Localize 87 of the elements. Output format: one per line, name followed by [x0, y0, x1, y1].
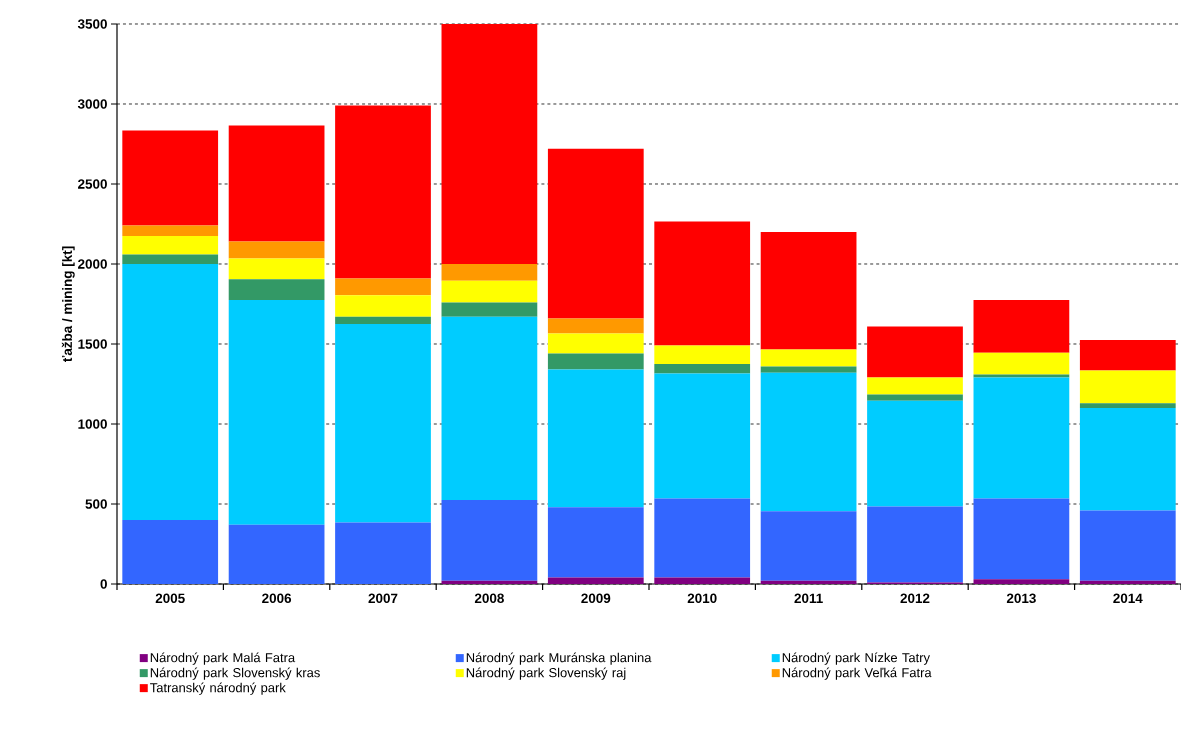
legend-label: Tatranský národný park: [150, 682, 286, 695]
bar: [547, 148, 644, 319]
bar: [228, 125, 325, 242]
bar: [335, 105, 431, 279]
x-tick-label: 2014: [1113, 593, 1143, 604]
bar: [547, 577, 644, 584]
bar: [228, 241, 325, 259]
legend-label: Národný park Malá Fatra: [150, 652, 296, 665]
bar: [973, 579, 1070, 584]
bar: [441, 580, 538, 584]
bar: [441, 264, 538, 281]
bar: [760, 366, 857, 373]
y-tick-label: 3000: [77, 99, 107, 109]
bar: [335, 278, 431, 296]
bar: [547, 507, 644, 578]
bar: [973, 374, 1070, 378]
x-tick-label: 2009: [581, 593, 611, 604]
bar: [1079, 370, 1176, 404]
bar: [654, 345, 751, 364]
bar: [122, 264, 219, 520]
bar: [760, 580, 857, 584]
x-tick-label: 2013: [1006, 593, 1036, 604]
bar: [654, 373, 751, 499]
bar: [441, 500, 538, 581]
bar: [122, 254, 219, 264]
bar: [441, 24, 538, 264]
x-tick-label: 2008: [474, 593, 504, 604]
legend-label: Národný park Muránska planina: [466, 652, 652, 665]
bar: [1079, 580, 1176, 584]
bar: [335, 295, 431, 317]
bar: [867, 394, 963, 401]
x-tick-label: 2012: [900, 593, 930, 604]
bar: [867, 506, 963, 583]
bar: [335, 324, 431, 523]
x-tick-label: 2005: [155, 593, 185, 604]
bar: [654, 221, 751, 346]
bar: [547, 333, 644, 354]
bar: [122, 130, 219, 226]
x-tick-label: 2006: [262, 593, 292, 604]
bar: [228, 524, 325, 584]
y-tick-label: 500: [85, 499, 107, 509]
bar: [973, 300, 1070, 353]
bar: [867, 377, 963, 395]
legend-label: Národný park Veľká Fatra: [782, 667, 932, 680]
bar: [973, 377, 1070, 499]
bar: [973, 498, 1070, 580]
bar: [441, 280, 538, 303]
bar: [335, 522, 431, 584]
bar: [122, 236, 219, 255]
bar: [441, 316, 538, 500]
bar: [654, 498, 751, 578]
legend-label: Národný park Slovenský kras: [150, 667, 320, 680]
bar: [1079, 408, 1176, 511]
bar: [654, 577, 751, 584]
bar: [228, 258, 325, 280]
bar: [1079, 403, 1176, 408]
bar: [973, 352, 1070, 375]
bar: [122, 520, 219, 584]
legend-label: Národný park Nízke Tatry: [782, 652, 930, 665]
bar: [547, 318, 644, 334]
legend-label: Národný park Slovenský raj: [466, 667, 626, 680]
bar: [867, 326, 963, 378]
bar: [228, 279, 325, 300]
bar: [760, 349, 857, 367]
bar: [441, 302, 538, 317]
y-tick-label: 2000: [78, 259, 107, 269]
y-axis-title: ťažba / mining [kt]: [61, 246, 75, 362]
bar: [867, 400, 963, 507]
y-tick-label: 2500: [78, 179, 107, 189]
y-tick-label: 3500: [77, 19, 107, 29]
bar: [760, 372, 857, 512]
x-tick-label: 2007: [368, 593, 398, 604]
bar: [760, 232, 857, 350]
x-tick-label: 2011: [794, 593, 823, 604]
x-tick-label: 2010: [687, 593, 717, 604]
bar: [547, 369, 644, 508]
y-tick-label: 1000: [78, 419, 107, 429]
bar: [228, 300, 325, 525]
bar: [760, 511, 857, 581]
y-tick-label: 0: [100, 579, 107, 589]
bar: [547, 353, 644, 370]
bar: [1079, 340, 1176, 371]
y-tick-label: 1500: [78, 339, 107, 349]
bar: [1079, 510, 1176, 581]
bar: [335, 316, 431, 324]
bar: [122, 225, 219, 236]
bar: [654, 364, 751, 374]
